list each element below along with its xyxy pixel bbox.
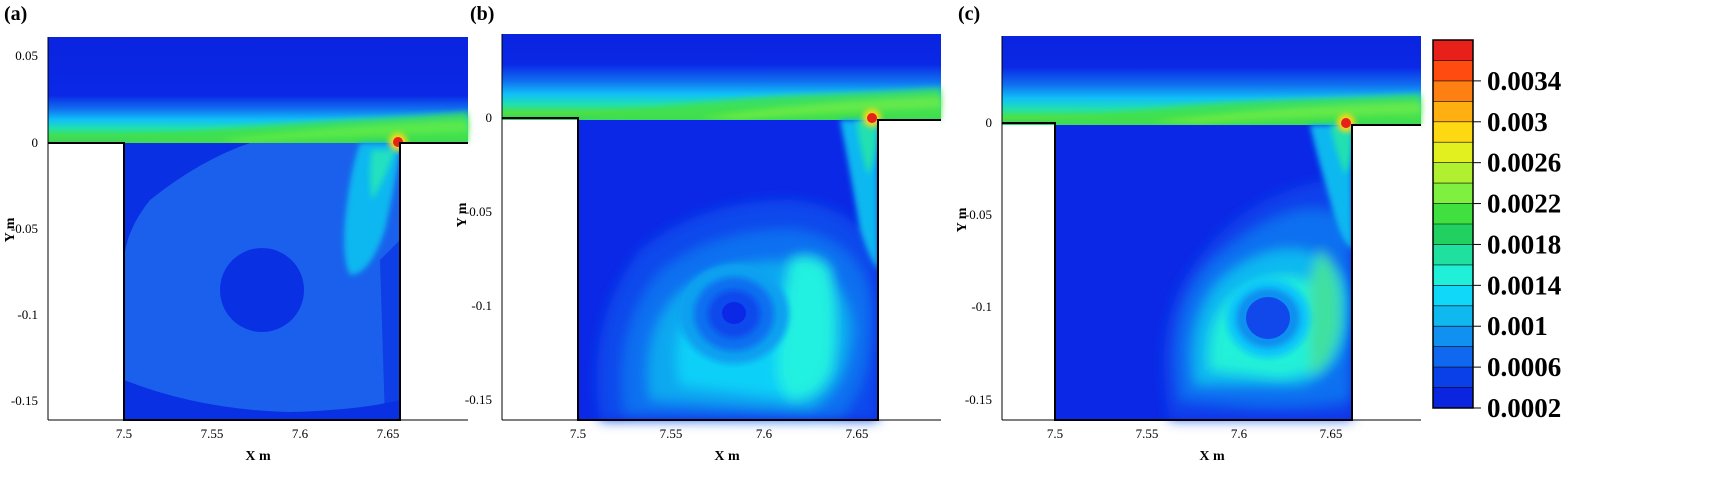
- y-axis-label: Y m: [455, 202, 470, 227]
- colorbar-tick-label: 0.0018: [1487, 229, 1561, 259]
- y-tick-label: 0.05: [15, 48, 38, 63]
- colorbar-tick-label: 0.003: [1487, 107, 1548, 137]
- x-axis-ticks: 7.5 7.55 7.6 7.65: [570, 426, 869, 441]
- y-tick-label: 0: [486, 110, 493, 125]
- y-tick-label: -0.15: [465, 392, 492, 407]
- colorbar-swatch: [1433, 162, 1473, 184]
- frame: [501, 34, 941, 421]
- x-tick-label: 7.55: [660, 426, 683, 441]
- y-tick-label: -0.05: [965, 207, 992, 222]
- panel-label: (c): [958, 3, 980, 25]
- contour-field: [48, 37, 468, 420]
- colorbar-swatch: [1433, 203, 1473, 225]
- colorbar-tick-label: 0.001: [1487, 311, 1548, 341]
- colorbar-swatch: [1433, 305, 1473, 327]
- colorbar-swatch: [1433, 285, 1473, 307]
- colorbar-tick-label: 0.0014: [1487, 270, 1561, 300]
- colorbar-swatch: [1433, 367, 1473, 389]
- y-tick-label: 0: [32, 135, 39, 150]
- colorbar-tick-label: 0.0002: [1487, 393, 1561, 423]
- frame: [47, 37, 468, 421]
- colorbar-tick-label: 0.0022: [1487, 189, 1561, 219]
- panel-c: (c): [955, 3, 1421, 464]
- y-axis-label: Y m: [955, 207, 970, 232]
- x-tick-label: 7.55: [201, 426, 224, 441]
- colorbar-swatch: [1433, 40, 1473, 61]
- colorbar-swatch: [1433, 60, 1473, 82]
- colorbar: 0.0034 0.003 0.0026 0.0022 0.0018 0.0014 0.001…: [1432, 39, 1561, 423]
- y-tick-label: -0.15: [11, 393, 38, 408]
- x-tick-label: 7.65: [377, 426, 400, 441]
- x-tick-label: 7.65: [846, 426, 869, 441]
- x-tick-label: 7.5: [116, 426, 132, 441]
- colorbar-tick-label: 0.0034: [1487, 66, 1561, 96]
- y-axis-ticks: 0 -0.05 -0.1 -0.15: [965, 115, 992, 407]
- y-tick-label: -0.1: [971, 299, 992, 314]
- colorbar-swatch: [1433, 326, 1473, 348]
- x-axis-ticks: 7.5 7.55 7.6 7.65: [116, 426, 400, 441]
- y-axis-ticks: 0 -0.05 -0.1 -0.15: [465, 110, 492, 407]
- y-tick-label: -0.1: [17, 307, 38, 322]
- colorbar-tick-label: 0.0006: [1487, 352, 1561, 382]
- x-tick-label: 7.5: [570, 426, 586, 441]
- colorbar-swatches: [1433, 40, 1473, 409]
- x-tick-label: 7.65: [1320, 426, 1343, 441]
- x-tick-label: 7.6: [756, 426, 773, 441]
- panel-b: (b): [455, 3, 941, 464]
- y-tick-label: -0.15: [965, 392, 992, 407]
- x-axis-label: X m: [714, 449, 740, 464]
- y-tick-label: -0.05: [11, 221, 38, 236]
- x-axis-ticks: 7.5 7.55 7.6 7.65: [1047, 426, 1343, 441]
- colorbar-swatch: [1433, 244, 1473, 266]
- x-tick-label: 7.55: [1136, 426, 1159, 441]
- y-axis-ticks: 0.05 0 -0.05 -0.1 -0.15: [11, 48, 38, 408]
- x-axis-label: X m: [1199, 449, 1225, 464]
- colorbar-swatch: [1433, 101, 1473, 123]
- y-tick-label: -0.1: [471, 298, 492, 313]
- x-axis-label: X m: [245, 449, 271, 464]
- colorbar-swatch: [1433, 183, 1473, 205]
- colorbar-swatch: [1433, 264, 1473, 286]
- panel-a: (a) 0.05 0 -0.05 -0.1 -0.15: [3, 3, 468, 464]
- colorbar-tick-label: 0.0026: [1487, 148, 1561, 178]
- colorbar-labels: 0.0034 0.003 0.0026 0.0022 0.0018 0.0014 0.001…: [1473, 66, 1561, 423]
- colorbar-swatch: [1433, 80, 1473, 102]
- frame: [1001, 36, 1421, 421]
- contour-field: [502, 34, 941, 420]
- panel-label: (a): [4, 3, 27, 25]
- y-tick-label: -0.05: [465, 204, 492, 219]
- x-tick-label: 7.6: [292, 426, 309, 441]
- colorbar-swatch: [1433, 346, 1473, 368]
- colorbar-swatch: [1433, 224, 1473, 245]
- x-tick-label: 7.6: [1231, 426, 1248, 441]
- y-tick-label: 0: [986, 115, 993, 130]
- colorbar-swatch: [1433, 121, 1473, 143]
- colorbar-swatch: [1433, 142, 1473, 164]
- panel-label: (b): [470, 3, 494, 25]
- colorbar-swatch: [1433, 387, 1473, 409]
- contour-field: [1002, 36, 1421, 420]
- y-axis-label: Y m: [3, 217, 18, 242]
- x-tick-label: 7.5: [1047, 426, 1063, 441]
